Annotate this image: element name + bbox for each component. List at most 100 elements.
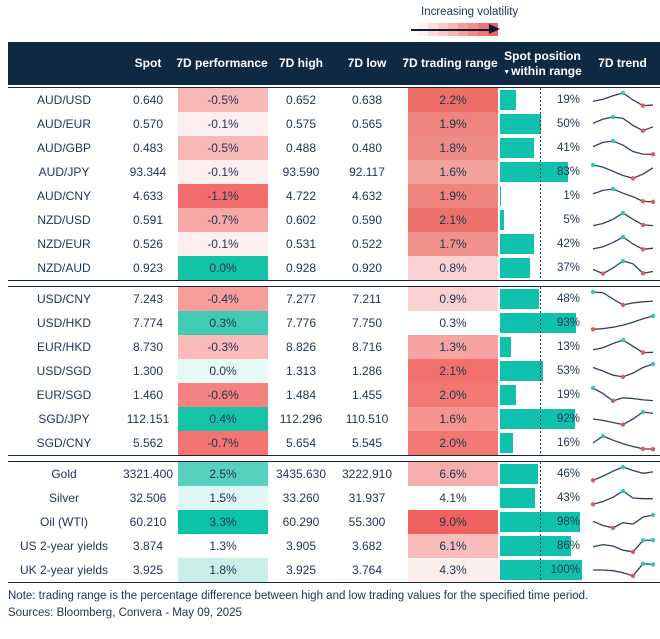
trend-cell (585, 160, 660, 184)
trading-range-value: 0.9% (408, 287, 498, 311)
performance-value: 0.0% (178, 359, 268, 383)
performance-cell: -0.1% (176, 112, 268, 136)
header-spot-position[interactable]: Spot position ▼within range (500, 42, 585, 85)
low-dot (610, 525, 615, 531)
position-bar (500, 90, 516, 110)
trend-sparkline (592, 210, 653, 228)
table-body: AUD/USD 0.640 -0.5% 0.652 0.638 2.2% 19% AUD/EU… (8, 87, 660, 583)
row-label: EUR/SGD (36, 388, 92, 402)
trend-sparkline (590, 488, 653, 507)
performance-cell: -0.7% (176, 208, 268, 232)
row-label: USD/SGD (36, 364, 92, 378)
trading-range-cell: 4.3% (400, 558, 500, 582)
performance-cell: 0.0% (176, 359, 268, 383)
trend-cell (585, 558, 660, 582)
high-dot (620, 210, 625, 216)
spot-value: 3.925 (132, 563, 164, 577)
high-dot (590, 162, 595, 168)
low-value: 1.286 (351, 364, 383, 378)
performance-cell: -0.1% (176, 232, 268, 256)
header-7d-performance[interactable]: 7D performance (176, 56, 268, 70)
table-block-3: Gold 3321.400 2.5% 3435.630 3222.910 6.6% 46% S… (8, 461, 660, 583)
trading-range-cell: 2.2% (400, 88, 500, 112)
low-dot (640, 247, 645, 252)
high-value: 7.277 (285, 292, 317, 306)
low-dot (650, 152, 655, 157)
trend-cell (585, 311, 660, 335)
table-row: EUR/SGD 1.460 -0.6% 1.484 1.455 2.0% 19% (8, 383, 660, 407)
table-row: SGD/CNY 5.562 -0.7% 5.654 5.545 2.0% 16% (8, 431, 660, 455)
spot-value: 5.562 (132, 436, 164, 450)
high-value: 4.722 (285, 189, 317, 203)
low-dot (640, 128, 645, 133)
trading-range-value: 2.1% (408, 359, 498, 383)
trend-sparkline (592, 90, 653, 108)
spot-position-cell: 43% (500, 486, 585, 510)
table-row: EUR/HKD 8.730 -0.3% 8.826 8.716 1.3% 13% (8, 335, 660, 359)
header-spot-position-line2: ▼within range (503, 63, 582, 78)
high-dot (620, 337, 625, 343)
high-dot (650, 512, 655, 518)
trend-sparkline (590, 385, 653, 404)
row-label: US 2-year yields (19, 539, 109, 553)
trading-range-cell: 1.8% (400, 136, 500, 160)
spot-value: 0.526 (132, 237, 164, 251)
position-bar (500, 560, 582, 580)
performance-value: 3.3% (178, 510, 268, 534)
performance-value: -0.3% (178, 335, 268, 359)
trend-sparkline (592, 234, 653, 252)
high-dot (620, 234, 625, 240)
table-block-1: AUD/USD 0.640 -0.5% 0.652 0.638 2.2% 19% AUD/EU… (8, 87, 660, 281)
trading-range-value: 0.3% (408, 311, 498, 335)
header-7d-trend[interactable]: 7D trend (598, 56, 647, 70)
high-value: 0.488 (285, 141, 317, 155)
high-value: 0.531 (285, 237, 317, 251)
row-label: NZD/EUR (37, 237, 91, 251)
position-percent: 93% (556, 317, 580, 329)
high-dot (600, 433, 605, 439)
table-row: USD/SGD 1.300 0.0% 1.313 1.286 2.1% 53% (8, 359, 660, 383)
trading-range-cell: 6.1% (400, 534, 500, 558)
table-row: NZD/USD 0.591 -0.7% 0.602 0.590 2.1% 5% (8, 208, 660, 232)
trading-range-value: 2.0% (408, 383, 498, 407)
header-7d-trading-range[interactable]: 7D trading range (402, 56, 498, 70)
low-value: 7.750 (351, 316, 383, 330)
low-dot (640, 446, 645, 452)
high-dot (620, 90, 625, 96)
spot-position-cell: 83% (500, 160, 585, 184)
table-block-2: USD/CNY 7.243 -0.4% 7.277 7.211 0.9% 48% USD/HK… (8, 286, 660, 456)
trading-range-value: 4.1% (408, 486, 498, 510)
position-percent: 41% (556, 142, 580, 154)
performance-cell: -0.7% (176, 431, 268, 455)
position-percent: 13% (556, 341, 580, 353)
row-label: USD/CNY (36, 292, 91, 306)
trading-range-value: 6.1% (408, 534, 498, 558)
spot-value: 0.640 (132, 93, 164, 107)
low-value: 31.937 (348, 491, 386, 505)
high-dot (610, 138, 615, 144)
trend-cell (585, 462, 660, 486)
performance-value: -0.1% (178, 112, 268, 136)
trend-sparkline (592, 433, 655, 452)
performance-value: -0.1% (178, 160, 268, 184)
position-percent: 83% (556, 166, 580, 178)
performance-value: 1.8% (178, 558, 268, 582)
performance-value: -0.4% (178, 287, 268, 311)
low-dot (590, 327, 595, 332)
row-label: AUD/CNY (36, 189, 91, 203)
header-spot[interactable]: Spot (134, 56, 162, 70)
position-bar (500, 186, 501, 206)
low-dot (630, 549, 635, 555)
performance-cell: 3.3% (176, 510, 268, 534)
spot-position-cell: 42% (500, 232, 585, 256)
header-7d-high[interactable]: 7D high (279, 56, 323, 70)
table-row: NZD/AUD 0.923 0.0% 0.928 0.920 0.8% 37% (8, 256, 660, 280)
performance-cell: -0.3% (176, 335, 268, 359)
low-value: 92.117 (349, 165, 385, 179)
row-label: UK 2-year yields (19, 563, 109, 577)
performance-cell: 2.5% (176, 462, 268, 486)
spot-value: 3.874 (132, 539, 164, 553)
performance-cell: 0.4% (176, 407, 268, 431)
position-bar (500, 464, 538, 484)
header-7d-low[interactable]: 7D low (347, 56, 387, 70)
